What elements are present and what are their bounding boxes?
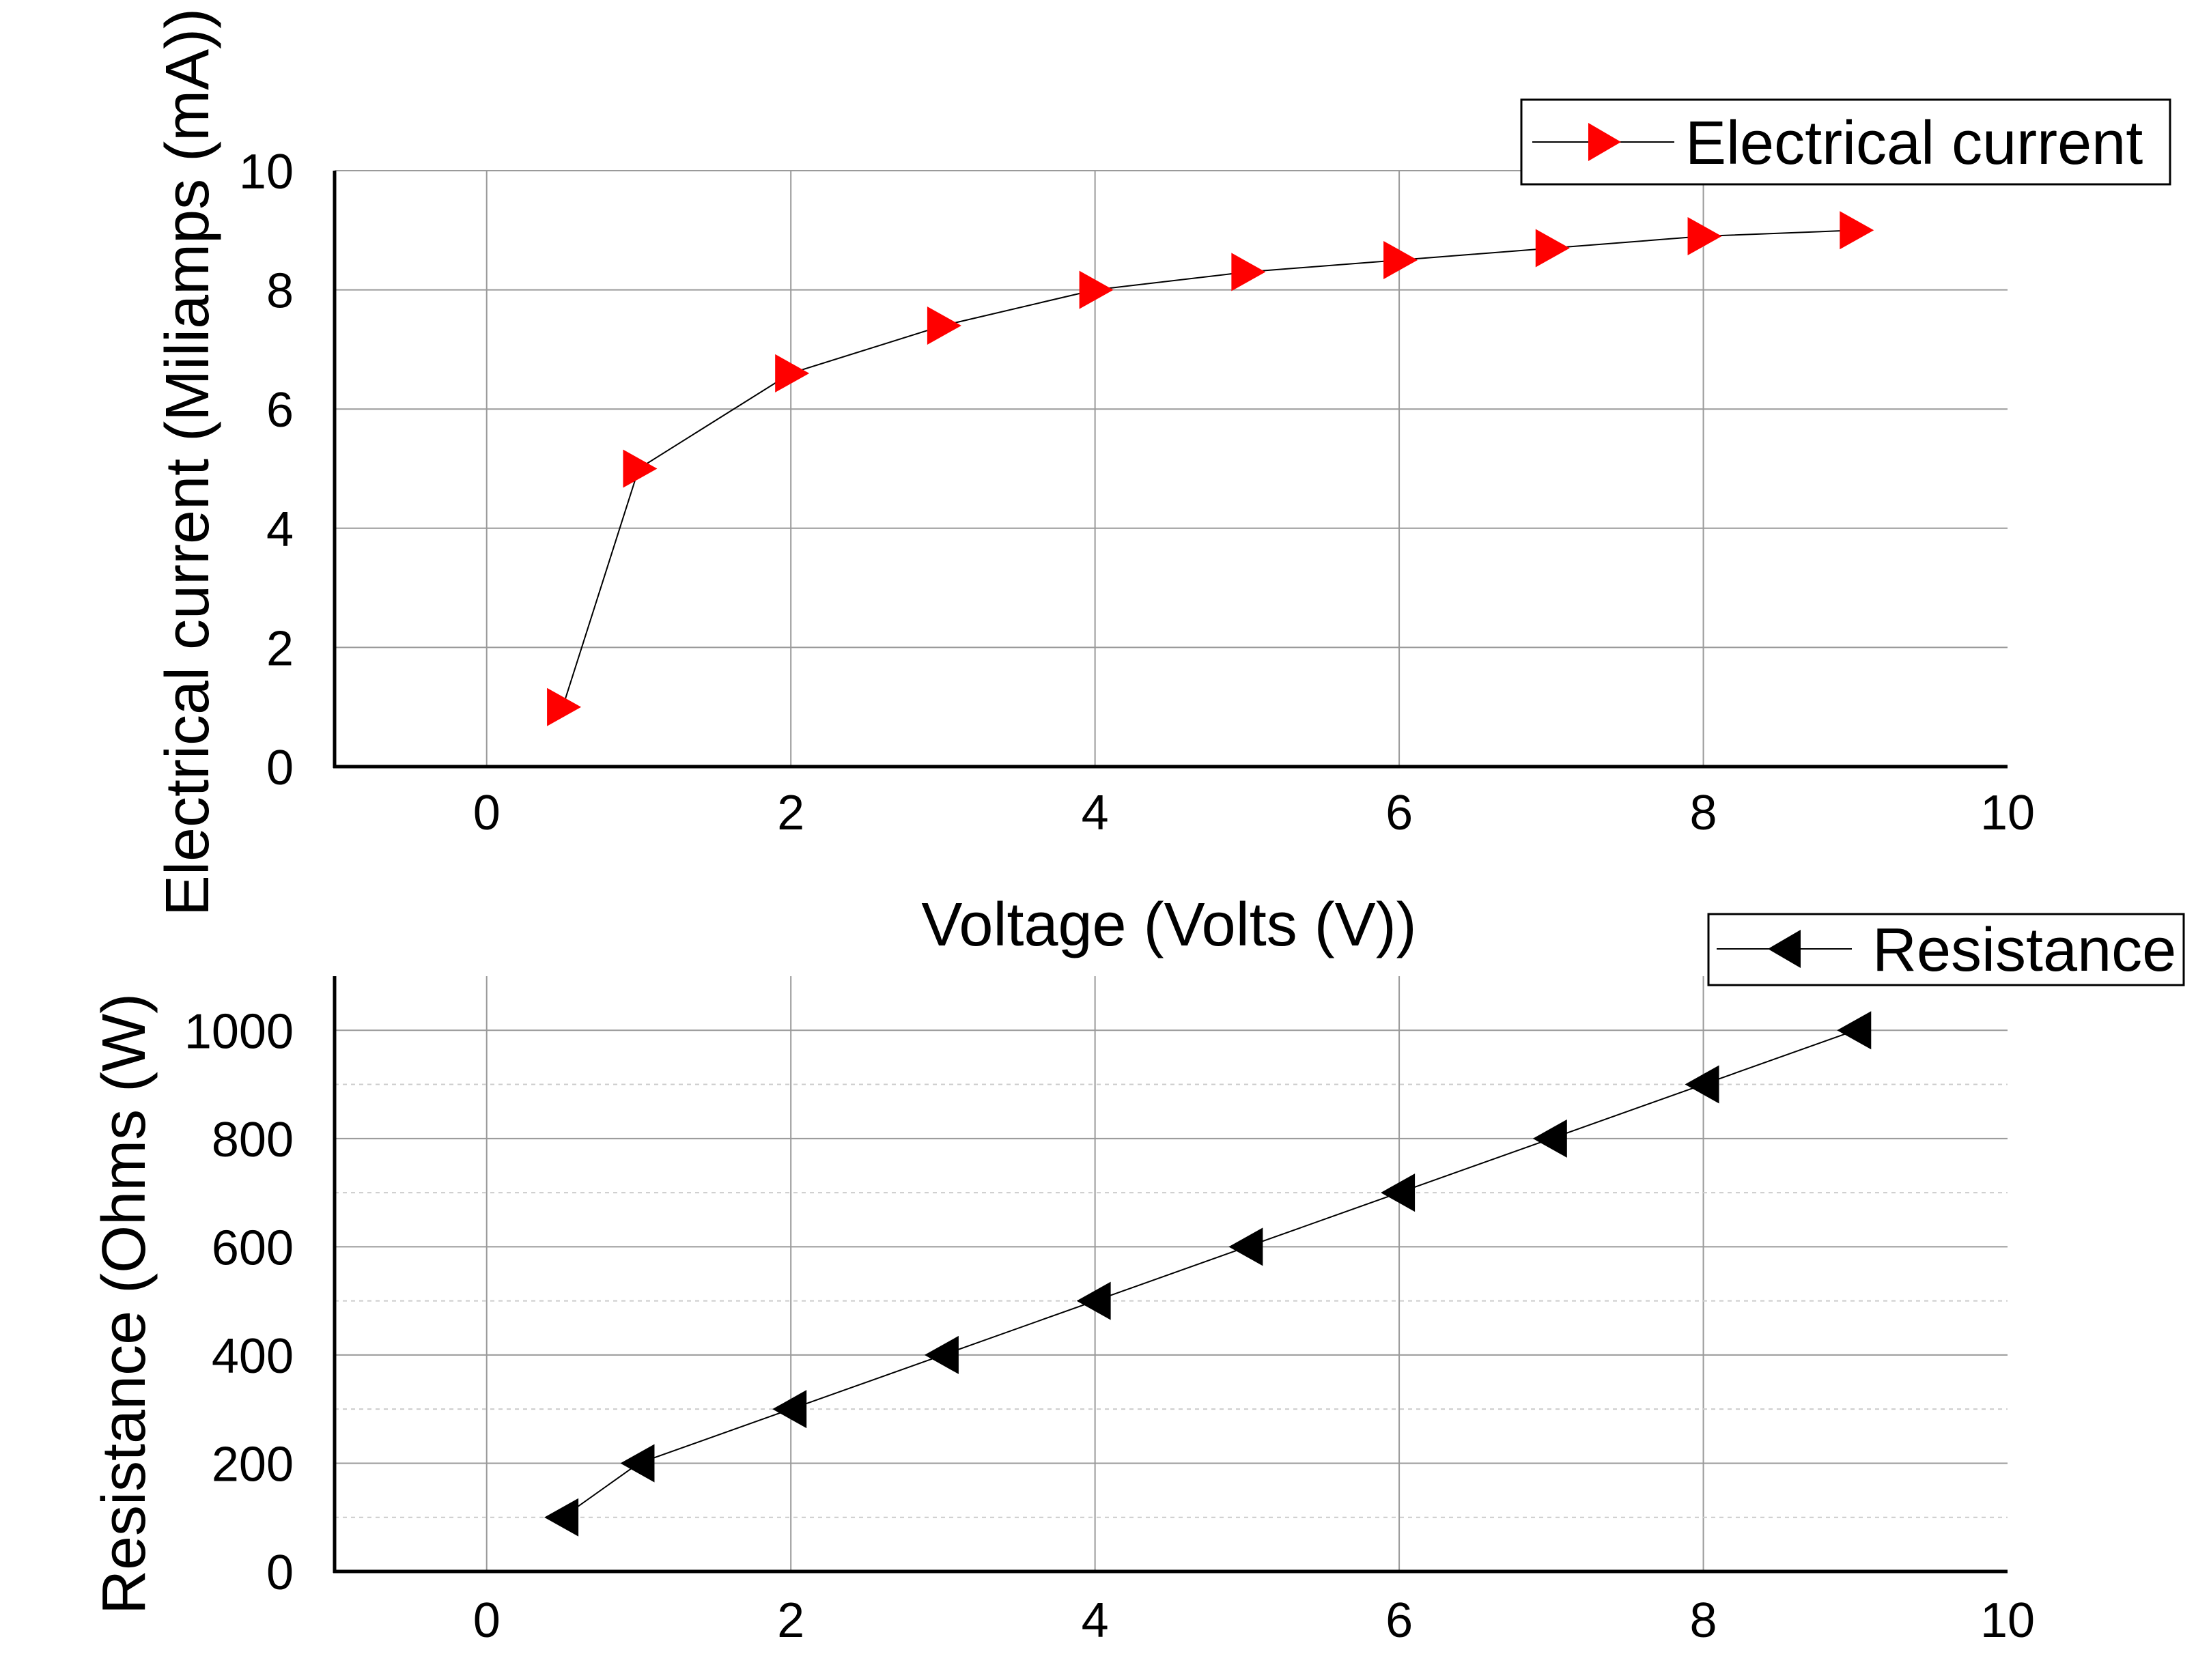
current-chart-data-point <box>1079 270 1114 309</box>
current-chart-legend: Electrical current <box>1520 98 2171 186</box>
resistance-chart-axes <box>333 976 2008 1574</box>
current-chart-x-tick-label: 8 <box>1690 786 1717 840</box>
current-chart-axes <box>333 171 2008 769</box>
current-chart-legend-label: Electrical current <box>1685 109 2143 177</box>
current-chart-x-tick-label: 10 <box>1980 786 2035 840</box>
resistance-chart-data-point <box>1837 1011 1872 1050</box>
resistance-chart-series-line <box>562 1029 1856 1518</box>
current-chart-x-ticks: 0 2 4 6 8 10 <box>473 786 2035 840</box>
resistance-chart-y-tick-label: 0 <box>266 1546 294 1600</box>
current-chart-data-point <box>1383 240 1418 279</box>
resistance-chart-x-tick-label: 0 <box>473 1593 501 1648</box>
resistance-chart-x-tick-label: 10 <box>1980 1593 2035 1648</box>
resistance-chart-x-tick-label: 2 <box>777 1593 804 1648</box>
resistance-chart-y-axis-title: Resistance (Ohms (W) <box>90 993 158 1614</box>
current-chart-x-tick-label: 4 <box>1082 786 1109 840</box>
current-chart-y-tick-label: 8 <box>266 264 294 319</box>
resistance-chart-legend-marker <box>1768 930 1801 968</box>
current-chart-data-point <box>775 354 810 393</box>
current-chart-data-point <box>1535 229 1570 268</box>
resistance-chart-x-ticks: 0 2 4 6 8 10 <box>473 1593 2035 1648</box>
current-chart-data-point <box>623 449 658 488</box>
resistance-chart-y-tick-label: 400 <box>212 1329 294 1384</box>
resistance-chart-data-point <box>544 1498 579 1537</box>
resistance-chart-y-tick-label: 200 <box>212 1437 294 1492</box>
current-chart-y-tick-label: 2 <box>266 621 294 676</box>
current-chart-data-point <box>927 306 961 345</box>
current-chart-data-point <box>1687 217 1722 256</box>
resistance-chart: 0 2 4 6 8 10 0 200 400 600 800 1000 Resistance (Oh… <box>90 913 2185 1648</box>
resistance-chart-y-tick-label: 1000 <box>184 1004 294 1059</box>
resistance-chart-x-tick-label: 4 <box>1082 1593 1109 1648</box>
resistance-chart-data-point <box>1532 1119 1567 1158</box>
current-chart-y-axis-title: Electrical current (Miliamps (mA)) <box>154 8 222 916</box>
resistance-chart-legend: Resistance <box>1707 913 2185 986</box>
resistance-chart-legend-label: Resistance <box>1872 916 2176 984</box>
resistance-chart-data-point <box>924 1335 959 1374</box>
current-chart-series-line <box>562 229 1856 708</box>
resistance-chart-series <box>544 1011 1872 1537</box>
current-chart-y-tick-label: 0 <box>266 741 294 795</box>
resistance-chart-data-point <box>1381 1173 1416 1212</box>
current-chart-y-tick-label: 4 <box>266 502 294 557</box>
resistance-chart-data-point <box>620 1444 655 1483</box>
resistance-chart-x-tick-label: 8 <box>1690 1593 1717 1648</box>
current-chart-data-point <box>1231 253 1266 291</box>
resistance-chart-data-point <box>1685 1065 1719 1104</box>
current-chart-series <box>547 211 1874 726</box>
resistance-chart-data-point <box>1076 1281 1111 1320</box>
current-chart-x-tick-label: 0 <box>473 786 501 840</box>
resistance-chart-grid <box>335 976 2008 1571</box>
resistance-chart-data-point <box>772 1390 807 1429</box>
current-chart-legend-marker <box>1588 123 1621 161</box>
current-chart-y-tick-label: 6 <box>266 383 294 438</box>
current-chart-x-axis-title: Voltage (Volts (V)) <box>921 891 1416 959</box>
current-chart-data-point <box>1840 211 1874 250</box>
current-chart: 0 2 4 6 8 10 0 2 4 6 8 10 Voltage (Volts (V)) Elec… <box>154 8 2171 959</box>
resistance-chart-y-tick-label: 600 <box>212 1221 294 1275</box>
resistance-chart-y-tick-label: 800 <box>212 1113 294 1167</box>
current-chart-x-tick-label: 6 <box>1385 786 1413 840</box>
current-chart-y-tick-label: 10 <box>239 145 294 199</box>
resistance-chart-x-tick-label: 6 <box>1385 1593 1413 1648</box>
resistance-chart-y-ticks: 0 200 400 600 800 1000 <box>184 1004 294 1600</box>
current-chart-y-ticks: 0 2 4 6 8 10 <box>239 145 294 795</box>
resistance-chart-data-point <box>1228 1227 1263 1266</box>
current-chart-data-point <box>547 687 582 726</box>
current-chart-x-tick-label: 2 <box>777 786 804 840</box>
